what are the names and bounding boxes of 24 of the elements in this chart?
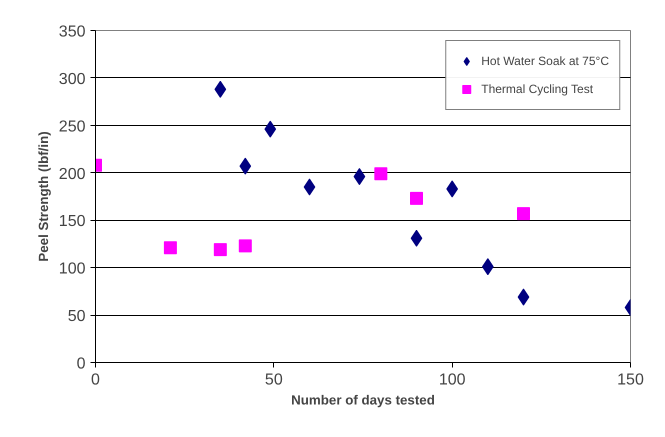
y-tick-label: 100 bbox=[58, 260, 86, 278]
point bbox=[374, 167, 388, 180]
legend-label: Hot Water Soak at 75°C bbox=[481, 54, 609, 68]
y-axis-title: Peel Strength (lbf/in) bbox=[36, 131, 51, 262]
y-tick-label: 50 bbox=[68, 308, 86, 326]
point bbox=[238, 239, 252, 252]
y-tick-label: 350 bbox=[58, 24, 86, 40]
x-tick-label: 0 bbox=[91, 372, 100, 388]
y-tick-label: 300 bbox=[58, 70, 86, 88]
x-axis-title: Number of days tested bbox=[291, 392, 435, 408]
y-tick-label: 150 bbox=[58, 213, 86, 230]
x-tick-label: 50 bbox=[264, 372, 283, 388]
point bbox=[517, 207, 530, 220]
point bbox=[239, 158, 252, 175]
y-tick-label: 250 bbox=[58, 118, 86, 136]
x-tick-label: 100 bbox=[438, 372, 466, 388]
point bbox=[410, 192, 423, 205]
x-tick-label: 150 bbox=[617, 372, 644, 388]
y-tick-label: 200 bbox=[58, 166, 86, 183]
point bbox=[214, 243, 227, 256]
point bbox=[264, 120, 276, 138]
y-tick-label: 0 bbox=[76, 356, 86, 372]
point bbox=[164, 241, 177, 254]
legend-label: Thermal Cycling Test bbox=[481, 82, 594, 96]
